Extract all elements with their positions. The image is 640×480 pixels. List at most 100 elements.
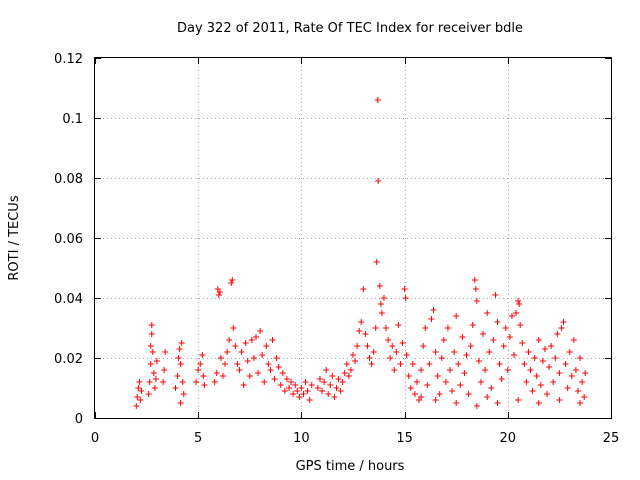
data-point xyxy=(508,313,515,319)
data-point xyxy=(300,391,307,397)
data-point xyxy=(360,286,367,292)
data-point xyxy=(469,322,476,328)
data-point xyxy=(290,391,297,397)
data-point xyxy=(552,355,559,361)
x-tick-label: 20 xyxy=(500,431,517,446)
y-tick-label: 0.12 xyxy=(54,52,83,67)
data-point xyxy=(370,349,377,355)
data-point xyxy=(362,331,369,337)
data-point xyxy=(387,355,394,361)
data-point xyxy=(229,277,236,283)
data-point xyxy=(376,283,383,289)
data-point xyxy=(145,391,152,397)
data-point xyxy=(172,385,179,391)
data-point xyxy=(149,349,156,355)
data-point xyxy=(455,361,462,367)
data-point xyxy=(402,295,409,301)
data-point xyxy=(255,370,262,376)
data-point xyxy=(432,349,439,355)
data-point xyxy=(160,379,167,385)
data-point xyxy=(548,343,555,349)
x-tick-label: 25 xyxy=(603,431,620,446)
data-point xyxy=(343,361,350,367)
data-point xyxy=(151,385,158,391)
data-point xyxy=(325,391,332,397)
y-tick-label: 0 xyxy=(75,412,83,427)
data-point xyxy=(502,325,509,331)
data-point xyxy=(347,367,354,373)
data-point xyxy=(426,361,433,367)
data-point xyxy=(570,337,577,343)
data-point xyxy=(240,382,247,388)
y-tick-label: 0.02 xyxy=(54,352,83,367)
data-point xyxy=(424,382,431,388)
data-point xyxy=(199,352,206,358)
data-point xyxy=(500,343,507,349)
data-point xyxy=(341,370,348,376)
data-point xyxy=(281,388,288,394)
data-point xyxy=(465,391,472,397)
data-point xyxy=(331,394,338,400)
data-point xyxy=(461,370,468,376)
data-point xyxy=(556,397,563,403)
data-point xyxy=(200,373,207,379)
data-point xyxy=(525,349,532,355)
data-point xyxy=(444,325,451,331)
data-point xyxy=(339,379,346,385)
data-point xyxy=(177,361,184,367)
data-point xyxy=(174,373,181,379)
data-point xyxy=(558,325,565,331)
data-point xyxy=(515,298,522,304)
data-point xyxy=(449,388,456,394)
data-point xyxy=(422,325,429,331)
data-point xyxy=(176,346,183,352)
x-tick-label: 10 xyxy=(293,431,310,446)
data-point xyxy=(148,331,155,337)
data-point xyxy=(486,349,493,355)
data-point xyxy=(515,397,522,403)
data-point xyxy=(579,379,586,385)
data-point xyxy=(219,373,226,379)
data-point xyxy=(345,373,352,379)
data-point xyxy=(236,367,243,373)
data-point xyxy=(521,361,528,367)
data-point xyxy=(195,367,202,373)
data-point xyxy=(302,379,309,385)
data-point xyxy=(529,388,536,394)
data-point xyxy=(434,373,441,379)
data-point xyxy=(395,322,402,328)
data-point xyxy=(265,361,272,367)
data-point xyxy=(136,379,143,385)
data-point xyxy=(541,346,548,352)
data-point xyxy=(161,367,168,373)
data-point xyxy=(294,388,301,394)
data-point xyxy=(428,316,435,322)
data-point xyxy=(453,400,460,406)
x-tick-labels: 0 5 10 15 20 25 xyxy=(91,431,619,446)
data-point xyxy=(572,367,579,373)
data-point xyxy=(554,331,561,337)
data-point xyxy=(389,343,396,349)
data-point xyxy=(321,379,328,385)
data-point xyxy=(473,298,480,304)
data-point xyxy=(308,382,315,388)
data-point xyxy=(475,358,482,364)
data-point xyxy=(383,325,390,331)
data-point xyxy=(364,343,371,349)
data-point xyxy=(244,358,251,364)
data-point xyxy=(197,361,204,367)
data-point xyxy=(467,343,474,349)
data-point xyxy=(562,361,569,367)
data-point xyxy=(138,388,145,394)
data-point xyxy=(180,391,187,397)
data-point xyxy=(134,394,141,400)
axis-ticks xyxy=(95,58,612,419)
data-point xyxy=(494,319,501,325)
data-point xyxy=(516,301,523,307)
data-point xyxy=(146,379,153,385)
data-point xyxy=(438,355,445,361)
data-point xyxy=(372,325,379,331)
data-point xyxy=(377,301,384,307)
data-point xyxy=(447,367,454,373)
data-point xyxy=(409,361,416,367)
